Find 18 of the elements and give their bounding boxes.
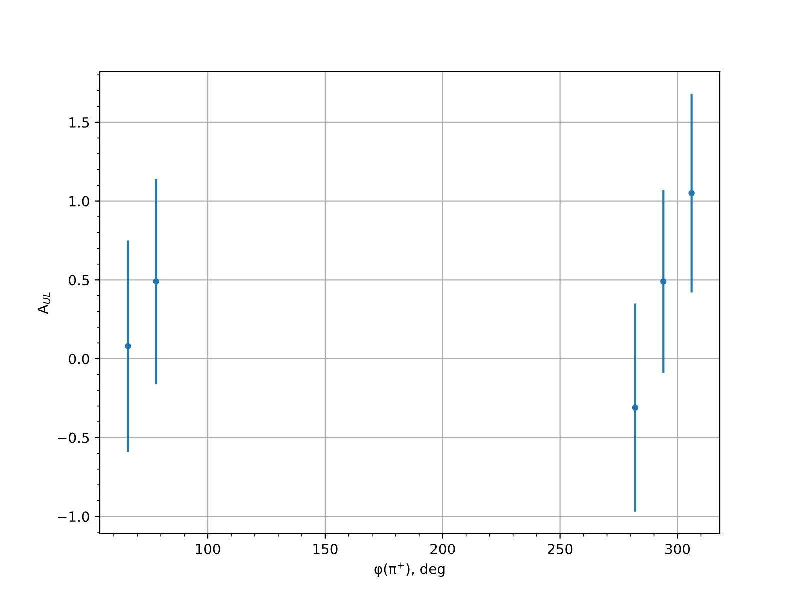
y-tick-label: 1.0 <box>70 196 90 207</box>
point <box>688 190 695 197</box>
x-tick-label: 100 <box>196 544 220 554</box>
y-axis-title: A$_{UL}$ <box>38 292 51 314</box>
x-tick-label: 200 <box>430 544 456 554</box>
y-tick-label: −1.0 <box>58 512 90 522</box>
point <box>632 404 639 411</box>
point <box>660 278 667 285</box>
x-axis-title: φ(π$^{+}$), deg <box>374 562 445 578</box>
y-tick-label: 1.5 <box>70 118 90 128</box>
y-tick-label: 0.0 <box>69 354 90 364</box>
x-tick-label: 250 <box>548 544 573 554</box>
point <box>125 343 132 350</box>
y-tick-label: 0.5 <box>69 275 90 286</box>
point <box>153 278 160 285</box>
x-tick-label: 300 <box>666 544 690 554</box>
y-tick-label: −0.5 <box>58 432 90 444</box>
x-tick-label: 150 <box>314 544 338 554</box>
